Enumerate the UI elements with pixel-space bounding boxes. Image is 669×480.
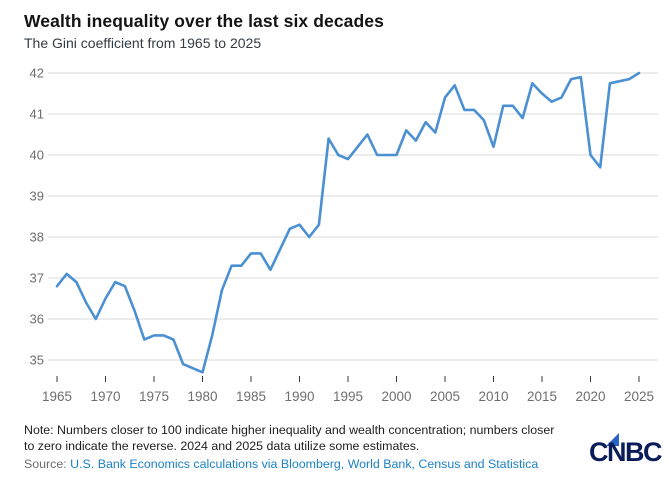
- x-axis-label-1995: 1995: [333, 389, 363, 404]
- x-axis-label-2005: 2005: [430, 389, 460, 404]
- page-subtitle: The Gini coefficient from 1965 to 2025: [24, 35, 262, 51]
- x-axis-label-1990: 1990: [284, 389, 314, 404]
- x-axis-label-1970: 1970: [90, 389, 120, 404]
- source-link[interactable]: U.S. Bank Economics calculations via Blo…: [70, 457, 539, 471]
- y-axis-label-36: 36: [30, 312, 44, 327]
- chart-note-line2: to zero indicate the reverse. 2024 and 2…: [24, 438, 420, 453]
- y-axis-label-37: 37: [30, 271, 44, 286]
- gini-line-chart: 35 36 37 38 39 40 41 42 1965 1970 1975 1980 1985 1990…: [30, 66, 658, 404]
- x-axis-label-1980: 1980: [187, 389, 217, 404]
- x-axis-label-2000: 2000: [381, 389, 411, 404]
- cnbc-logo: CNBC: [589, 433, 665, 469]
- gini-coefficient-line: [55, 71, 641, 374]
- source-row: Source: U.S. Bank Economics calculations…: [24, 457, 538, 471]
- page-title: Wealth inequality over the last six deca…: [24, 11, 384, 31]
- x-axis-label-1965: 1965: [42, 389, 72, 404]
- cnbc-logo-text: CNBC: [589, 437, 663, 467]
- y-axis-label-39: 39: [30, 189, 44, 204]
- y-axis-label-42: 42: [30, 66, 44, 81]
- y-axis-label-40: 40: [30, 148, 44, 163]
- x-axis-label-2020: 2020: [575, 389, 605, 404]
- x-axis-label-1985: 1985: [236, 389, 266, 404]
- x-axis-label-2025: 2025: [624, 389, 654, 404]
- y-axis-label-38: 38: [30, 230, 44, 245]
- y-axis-label-41: 41: [30, 107, 44, 122]
- x-axis-label-2010: 2010: [478, 389, 508, 404]
- y-axis-label-35: 35: [30, 353, 44, 368]
- source-label: Source:: [24, 457, 67, 471]
- x-axis-label-1975: 1975: [139, 389, 169, 404]
- chart-note-line1: Note: Numbers closer to 100 indicate hig…: [24, 423, 555, 437]
- chart-note: Note: Numbers closer to 100 indicate hig…: [24, 423, 604, 454]
- x-axis-label-2015: 2015: [527, 389, 557, 404]
